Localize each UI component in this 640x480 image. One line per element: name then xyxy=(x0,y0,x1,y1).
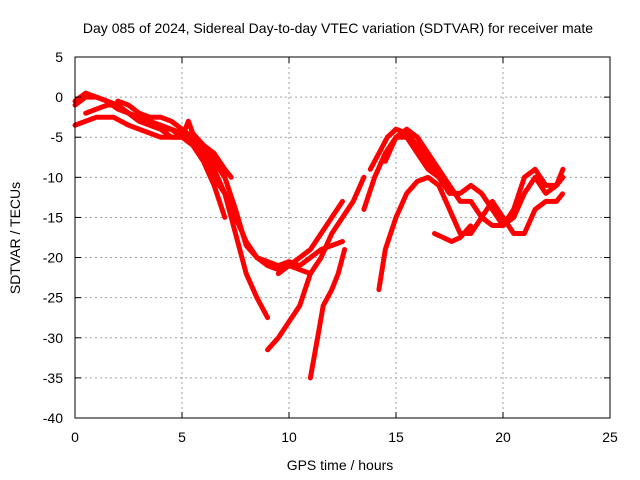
y-tick-label: -5 xyxy=(51,129,64,145)
y-tick-label: -20 xyxy=(43,250,63,266)
y-tick-label: -10 xyxy=(43,169,63,185)
y-tick-label: 0 xyxy=(55,89,63,105)
y-tick-label: -40 xyxy=(43,410,63,426)
series-line-s12 xyxy=(376,174,566,293)
x-tick-label: 10 xyxy=(281,429,297,445)
x-tick-label: 5 xyxy=(178,429,186,445)
series-line-s11 xyxy=(367,126,566,228)
y-tick-label: -15 xyxy=(43,209,63,225)
series-line-s5 xyxy=(115,98,234,180)
series-line-s14 xyxy=(432,223,474,244)
chart-title: Day 085 of 2024, Sidereal Day-to-day VTE… xyxy=(83,20,593,36)
y-tick-label: -35 xyxy=(43,370,63,386)
series-line-s6 xyxy=(265,174,367,353)
series-line-s9 xyxy=(275,198,345,277)
x-tick-label: 20 xyxy=(495,429,511,445)
series-line-s3 xyxy=(72,114,313,277)
x-tick-label: 25 xyxy=(602,429,618,445)
x-tick-label: 0 xyxy=(71,429,79,445)
series-line-s4 xyxy=(83,102,271,321)
y-tick-label: -30 xyxy=(43,330,63,346)
y-tick-label: -25 xyxy=(43,290,63,306)
tick-labels: 0 5 10 15 20 25 5 0 -5 -10 -15 -20 -25 -30 -35 -40 xyxy=(43,49,618,445)
grid xyxy=(75,57,610,418)
series-line-s13 xyxy=(382,126,566,228)
series-line-s8 xyxy=(307,247,348,381)
series-layer xyxy=(72,90,566,381)
plot-frame xyxy=(74,56,611,419)
y-axis-label: SDTVAR / TECUs xyxy=(7,182,23,294)
x-tick-label: 15 xyxy=(388,429,404,445)
series-line-s7 xyxy=(275,239,345,269)
x-axis-label: GPS time / hours xyxy=(287,457,394,473)
y-tick-label: 5 xyxy=(55,49,63,65)
series-line-s10 xyxy=(361,134,442,212)
